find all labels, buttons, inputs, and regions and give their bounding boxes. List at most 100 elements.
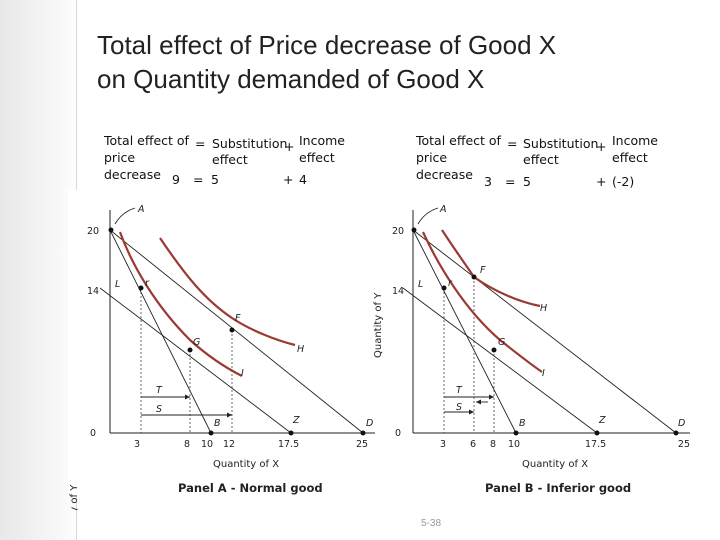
panel-a-label-i: I: [241, 368, 244, 379]
panel-b-label-i: I: [542, 368, 545, 379]
panel-b-x-tick-3: 3: [440, 439, 446, 450]
panel-b-y-axis-label: Quantity of Y: [373, 292, 384, 358]
panel-b-x-tick-10: 10: [508, 439, 520, 450]
eq-a-plus: +: [284, 139, 295, 154]
panel-b-label-f: F: [480, 265, 486, 276]
panel-b-point-z: [594, 430, 600, 436]
eq-a-price-label: price: [104, 150, 136, 165]
panel-a-label-f: F: [235, 313, 241, 324]
eq-b-income-value: (-2): [612, 174, 635, 189]
panel-b-point-f: [471, 274, 477, 280]
panel-a-caption: Panel A - Normal good: [178, 481, 323, 495]
panel-b-arrowhead-t: [489, 394, 494, 400]
eq-a-income-value: 4: [299, 172, 307, 187]
panel-a-background: [68, 190, 376, 496]
panel-a-label-t: T: [156, 385, 163, 396]
panel-b-y-tick-20: 20: [392, 226, 404, 237]
eq-a-value-equals: =: [193, 172, 204, 187]
panel-a-x-tick-25: 25: [356, 439, 368, 450]
panel-a-diagram: Quantity of Y 20 14 0 3 8 10 12 17.5 25 …: [68, 190, 376, 510]
eq-b-total-value: 3: [484, 174, 492, 189]
panel-b-arrowhead-income: [476, 399, 481, 405]
panel-b-label-l: L: [418, 279, 423, 290]
title-line-2: on Quantity demanded of Good X: [97, 64, 485, 94]
panel-a-indifference-curve-h: [159, 237, 296, 347]
panel-a-x-tick-12: 12: [223, 439, 235, 450]
eq-a-total-label: Total effect of: [104, 133, 189, 148]
eq-a-total-value: 9: [172, 172, 180, 187]
panel-a-x-tick-8: 8: [184, 439, 190, 450]
eq-b-total-label: Total effect of: [416, 133, 501, 148]
eq-a-income-effect-label: effect: [299, 150, 335, 165]
eq-b-plus: +: [596, 139, 607, 154]
panel-a-label-d: D: [366, 418, 373, 429]
panel-b-label-z: Z: [598, 415, 606, 426]
panel-a-label-b: B: [214, 418, 221, 429]
panel-b-x-tick-6: 6: [470, 439, 476, 450]
eq-b-substitution-value: 5: [523, 174, 531, 189]
eq-a-substitution-label: Substitution: [212, 136, 288, 151]
panel-b-a-pointer-arrow: [417, 207, 439, 225]
panel-b-point-b: [513, 430, 519, 436]
panel-b-point-a: [411, 227, 417, 233]
panel-a-y-tick-20: 20: [87, 226, 99, 237]
eq-a-income-label: Income: [299, 133, 345, 148]
panel-a-x-tick-10: 10: [201, 439, 213, 450]
panel-b-arrowhead-s: [469, 409, 474, 415]
panel-a-point-a: [108, 227, 114, 233]
panel-b-point-d: [673, 430, 679, 436]
panel-b-diagram: Quantity of Y 20 14 0 3 6 8 10 17.5 25 Q…: [373, 204, 690, 495]
panel-a-point-g: [187, 347, 193, 353]
panel-a-arrowhead-s: [227, 412, 232, 418]
panel-a-budget-line-ab: [109, 229, 212, 434]
panel-b-budget-line-lz: [402, 287, 598, 434]
eq-b-decrease-label: decrease: [416, 167, 473, 182]
panel-b-caption: Panel B - Inferior good: [485, 481, 631, 495]
panel-b-point-r: [441, 285, 447, 291]
panel-a-budget-line-ad: [109, 229, 364, 434]
panel-b-y-tick-14: 14: [392, 286, 404, 297]
eq-b-value-plus: +: [596, 174, 607, 189]
panel-b-label-g: G: [498, 337, 505, 348]
panel-b-label-r: r: [448, 278, 453, 289]
panel-b-x-tick-17-5: 17.5: [585, 439, 606, 450]
panel-a-point-d: [360, 430, 366, 436]
panel-a-point-b: [208, 430, 214, 436]
panel-b-point-g: [491, 347, 497, 353]
panel-a-x-tick-3: 3: [134, 439, 140, 450]
panel-a-label-g: G: [193, 337, 200, 348]
panel-b-budget-line-ad: [412, 229, 677, 434]
panel-b-indifference-curve-h: [441, 229, 541, 308]
panel-a-y-axis-label: Quantity of Y: [69, 484, 80, 510]
page-number: 5-38: [421, 518, 442, 529]
panel-a-label-l: L: [115, 279, 120, 290]
panel-a-y-tick-14: 14: [87, 286, 99, 297]
panel-b-label-h: H: [540, 303, 547, 314]
panel-a-label-s: S: [156, 404, 162, 415]
panel-b-label-b: B: [519, 418, 526, 429]
panel-a-label-z: Z: [292, 415, 300, 426]
panel-a-arrowhead-t: [185, 394, 190, 400]
panel-a-x-tick-17-5: 17.5: [278, 439, 299, 450]
panel-a-x-axis-label: Quantity of X: [213, 459, 279, 470]
panel-a-indifference-curve-i: [118, 231, 243, 377]
slide-title: Total effect of Price decrease of Good X…: [97, 28, 556, 96]
eq-a-value-plus: +: [283, 172, 294, 187]
panel-a-a-pointer-arrow: [114, 207, 136, 225]
panel-a-point-f: [229, 327, 235, 333]
panel-b-label-a: A: [439, 204, 447, 215]
panel-b-label-s: S: [456, 402, 462, 413]
eq-a-decrease-label: decrease: [104, 167, 161, 182]
panel-a-point-z: [288, 430, 294, 436]
panel-a-label-h: H: [297, 344, 304, 355]
panel-b-x-tick-8: 8: [490, 439, 496, 450]
panel-b-indifference-curve-i: [421, 231, 543, 373]
eq-b-value-equals: =: [505, 174, 516, 189]
panel-b-x-tick-25: 25: [678, 439, 690, 450]
eq-a-substitution-value: 5: [211, 172, 219, 187]
eq-b-equals: =: [507, 136, 518, 151]
panel-a-label-r: r: [145, 278, 150, 289]
panel-a-budget-line-lz: [99, 287, 292, 434]
title-line-1: Total effect of Price decrease of Good X: [97, 30, 557, 60]
panel-b-label-t: T: [456, 385, 463, 396]
